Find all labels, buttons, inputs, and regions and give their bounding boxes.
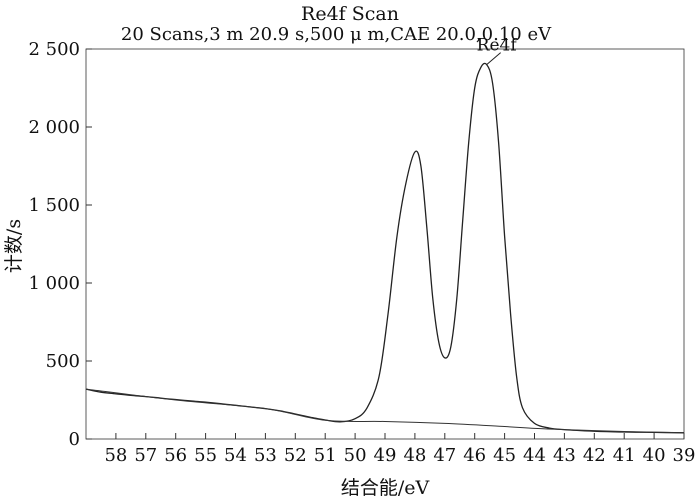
y-tick-label: 2 500 [28, 39, 80, 60]
y-tick-label: 2 000 [28, 117, 80, 138]
x-tick-label: 57 [134, 445, 157, 466]
background-line [85, 388, 685, 434]
x-tick-label: 44 [523, 445, 546, 466]
x-tick-label: 58 [104, 445, 127, 466]
x-tick-label: 54 [224, 445, 247, 466]
x-tick-label: 40 [643, 445, 666, 466]
x-tick-label: 39 [673, 445, 696, 466]
y-tick-label: 1 000 [28, 273, 80, 294]
y-tick-label: 500 [46, 351, 80, 372]
y-tick-label: 0 [69, 429, 80, 450]
spectrum-line [85, 62, 685, 434]
x-tick-label: 53 [254, 445, 277, 466]
x-tick-label: 46 [463, 445, 486, 466]
y-axis-label: 计数/s [3, 219, 25, 273]
y-axis-ticks: 0 500 1 000 1 500 2 000 2 500 [28, 39, 92, 450]
x-tick-label: 48 [403, 445, 426, 466]
x-tick-label: 51 [314, 445, 337, 466]
series-layer [85, 62, 685, 434]
annotation-layer: Re4f [477, 36, 519, 65]
x-axis-label: 结合能/eV [341, 477, 430, 499]
x-tick-label: 43 [553, 445, 576, 466]
x-tick-label: 56 [164, 445, 187, 466]
chart-title: Re4f Scan [301, 3, 399, 25]
x-axis-ticks: 58 57 56 55 54 53 52 51 50 49 48 47 46 45 44 43 42 41 40 39 [104, 433, 695, 466]
x-tick-label: 50 [344, 445, 367, 466]
x-tick-label: 49 [374, 445, 397, 466]
chart-subtitle: 20 Scans,3 m 20.9 s,500 μ m,CAE 20.0,0.1… [121, 24, 552, 45]
plot-area-frame [85, 48, 685, 440]
annotation-leader [486, 52, 501, 65]
x-tick-label: 47 [433, 445, 456, 466]
peak-annotation-label: Re4f [477, 36, 519, 56]
x-tick-label: 52 [284, 445, 307, 466]
x-tick-label: 55 [194, 445, 217, 466]
x-tick-label: 42 [583, 445, 606, 466]
x-tick-label: 41 [613, 445, 636, 466]
y-tick-label: 1 500 [28, 195, 80, 216]
x-tick-label: 45 [493, 445, 516, 466]
